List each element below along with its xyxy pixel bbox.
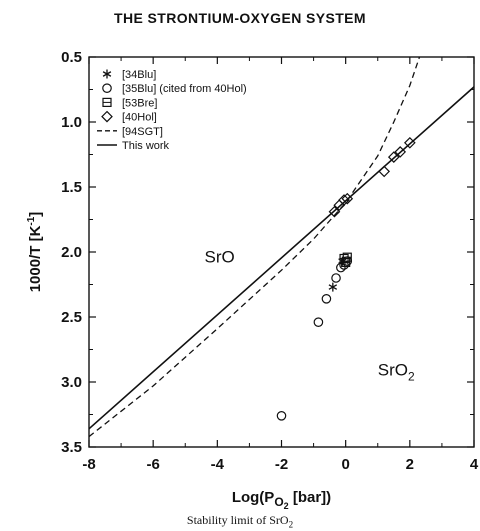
y-tick-label: 2.5	[61, 309, 82, 326]
region-label-text: SrO	[378, 361, 408, 380]
data-point-1-2-shape	[321, 293, 332, 304]
data-point-3-4	[378, 165, 391, 178]
legend-marker-1-shape	[102, 83, 112, 93]
x-axis-title: Log(PO2 [bar])	[232, 489, 331, 511]
legend-label: This work	[122, 140, 170, 152]
data-point-3-6	[394, 146, 407, 158]
y-tick-label: 1.0	[61, 114, 82, 131]
legend-marker-1	[102, 83, 112, 93]
data-point-1-0	[276, 410, 287, 421]
legend-marker-3-shape	[101, 110, 113, 123]
x-tick-label: -4	[211, 456, 225, 473]
data-point-3-2	[338, 194, 350, 206]
tick-marks	[88, 56, 475, 448]
data-point-3-5-shape	[387, 151, 400, 163]
legend-label: [53Bre]	[122, 97, 157, 109]
caption-subscript: 2	[288, 519, 294, 530]
region-label-1: SrO2	[378, 361, 415, 384]
region-label-0: SrO	[205, 247, 235, 266]
page-title: THE STRONTIUM-OXYGEN SYSTEM	[114, 10, 366, 26]
y-tick-label: 3.5	[61, 439, 82, 456]
data-point-1-4	[336, 262, 346, 273]
data-points	[276, 136, 416, 421]
data-point-1-0-shape	[276, 410, 287, 421]
data-point-1-1	[313, 317, 324, 327]
x-tick-label: 0	[341, 456, 349, 473]
x-axis-title-sub: O	[274, 495, 283, 509]
data-point-1-2	[321, 293, 332, 304]
legend-marker-0-spoke	[102, 71, 112, 77]
data-point-1-4-shape	[336, 262, 346, 273]
legend-marker-2	[102, 97, 112, 108]
legend-marker-3	[101, 110, 113, 123]
data-point-3-7	[403, 136, 416, 149]
data-point-1-1-shape	[313, 317, 324, 327]
data-point-3-5	[387, 151, 400, 163]
data-point-2-2	[342, 252, 352, 262]
tick-labels: -8 -6 -4 -2 0 2 4 0.5 1.0 1.5 2.0 2.5 3.0 3.5	[61, 49, 479, 473]
series-line-4	[89, 57, 421, 438]
y-tick-label: 2.0	[61, 244, 82, 261]
x-axis-title-subsub: 2	[284, 501, 289, 511]
data-point-3-0	[328, 205, 341, 218]
data-point-1-3	[331, 273, 341, 283]
data-point-3-0-shape	[328, 205, 341, 218]
data-point-1-3-shape	[331, 273, 341, 283]
data-point-3-7-shape	[403, 136, 416, 149]
x-tick-label: -8	[82, 456, 95, 473]
x-tick-label: 2	[406, 456, 414, 473]
data-point-3-3	[341, 192, 354, 205]
x-axis-title-part: [bar])	[289, 489, 332, 506]
y-axis-title: 1000/T [K-1]	[26, 212, 44, 293]
data-point-2-1	[341, 257, 351, 267]
y-axis-title-part: 1000/T [K	[27, 225, 44, 292]
x-tick-label: -6	[146, 456, 159, 473]
legend-marker-0	[102, 69, 112, 79]
legend: [34Blu] [35Blu] (cited from 40Hol) [53Bre]…	[97, 69, 247, 152]
data-point-0-0	[328, 282, 338, 292]
x-axis-title-part: Log(P	[232, 489, 275, 506]
y-tick-label: 3.0	[61, 374, 82, 391]
y-tick-label: 1.5	[61, 179, 82, 196]
data-point-3-3-shape	[341, 192, 354, 205]
y-axis-title-part: ]	[27, 212, 44, 217]
data-point-3-2-shape	[338, 194, 350, 206]
y-axis-title-sup: -1	[26, 216, 37, 225]
data-point-3-4-shape	[378, 165, 391, 178]
region-label-subscript: 2	[408, 370, 415, 384]
series-lines	[89, 57, 474, 438]
figure-caption: Stability limit of SrO2	[0, 513, 480, 529]
legend-label: [40Hol]	[122, 112, 157, 124]
legend-label: [34Blu]	[122, 69, 156, 81]
axis-titles: Log(PO2 [bar]) 1000/T [K-1]	[26, 212, 331, 511]
y-tick-label: 0.5	[61, 49, 82, 66]
region-label-text: SrO	[205, 247, 235, 266]
data-point-0-0-spoke	[328, 284, 338, 290]
caption-text: Stability limit of SrO	[186, 513, 289, 527]
series-line-5	[89, 86, 474, 430]
x-tick-label: -2	[275, 456, 288, 473]
data-point-3-6-shape	[394, 146, 407, 158]
legend-label: [94SGT]	[122, 126, 163, 138]
x-tick-label: 4	[470, 456, 479, 473]
legend-label: [35Blu] (cited from 40Hol)	[122, 83, 247, 95]
